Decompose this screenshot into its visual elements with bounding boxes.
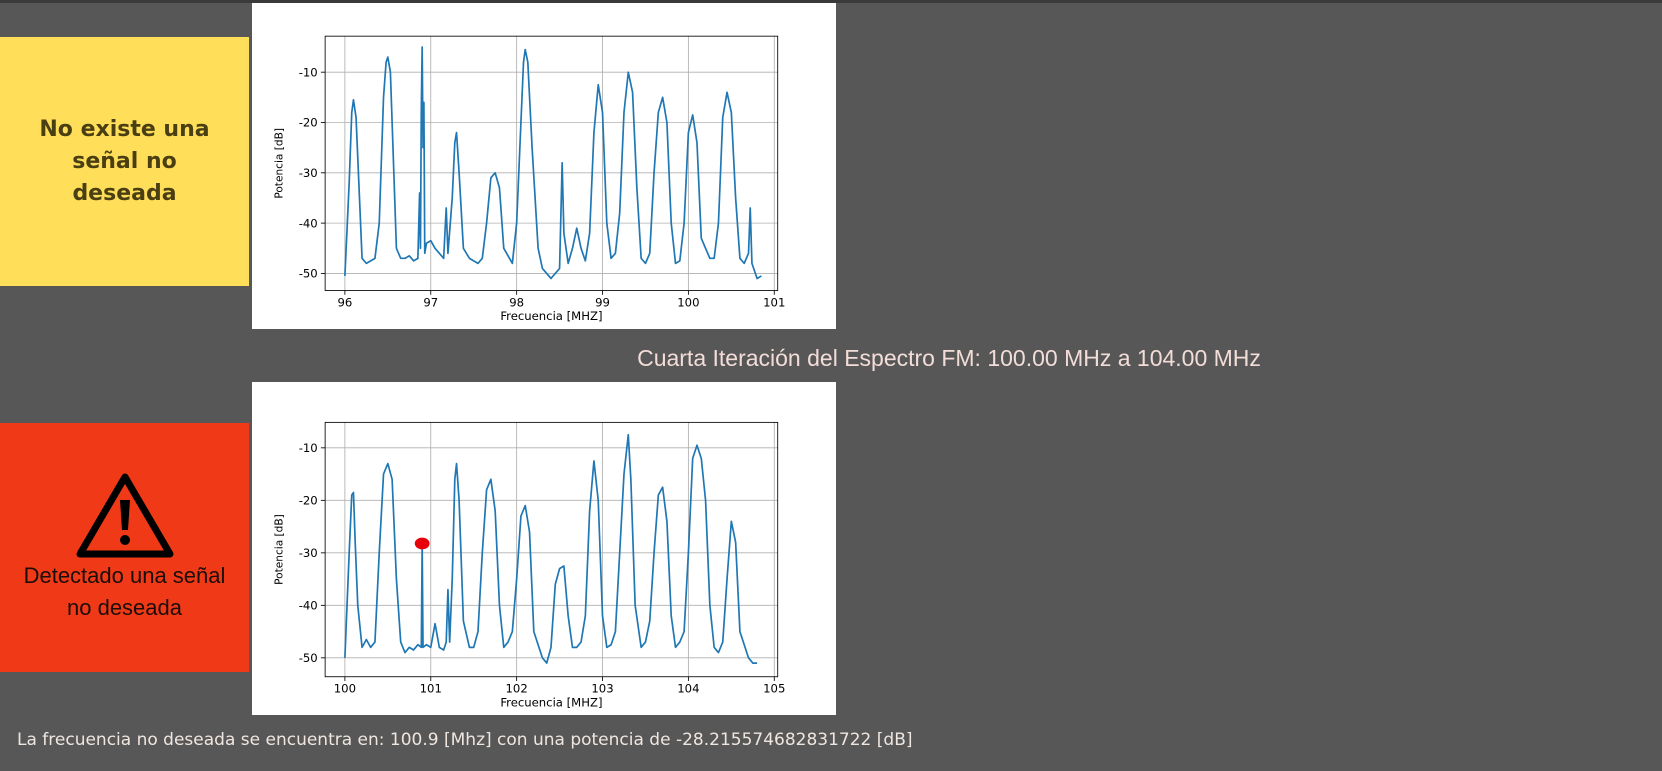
y-tick-label: -30 <box>299 166 318 180</box>
y-tick-label: -20 <box>299 116 318 130</box>
x-tick-label: 96 <box>337 295 352 309</box>
y-tick-label: -10 <box>299 441 318 455</box>
x-tick-label: 105 <box>763 682 785 696</box>
x-tick-label: 100 <box>334 682 356 696</box>
y-tick-label: -30 <box>299 546 318 560</box>
x-tick-label: 98 <box>509 295 524 309</box>
top-border <box>0 0 1662 3</box>
spectrum-chart: 100 101 102 103 104 105 -10 -20 -30 -40 -50 Frecuen… <box>252 382 836 715</box>
status-text: No existe una señal no deseada <box>39 116 210 206</box>
y-axis-label: Potencia [dB] <box>274 514 286 585</box>
x-tick-label: 104 <box>677 682 699 696</box>
y-axis-label: Potencia [dB] <box>274 128 286 199</box>
status-alert: Detectado una señal no deseada <box>0 423 249 672</box>
unwanted-signal-marker <box>414 537 430 550</box>
y-tick-label: -50 <box>299 267 318 281</box>
y-tick-label: -50 <box>299 651 318 665</box>
spectrum-chart: 96 97 98 99 100 101 -10 -20 -30 -40 -50 Frecuencia … <box>252 3 836 329</box>
status-text: Detectado una señal no deseada <box>23 562 226 620</box>
x-tick-label: 101 <box>420 682 442 696</box>
spectrum-line <box>344 433 758 664</box>
x-tick-label: 103 <box>591 682 613 696</box>
x-tick-label: 99 <box>595 295 610 309</box>
y-tick-label: -20 <box>299 494 318 508</box>
x-tick-label: 97 <box>423 295 438 309</box>
axes-frame <box>324 421 779 678</box>
x-axis-label: Frecuencia [MHZ] <box>500 309 602 323</box>
status-ok: No existe una señal no deseada <box>0 37 249 286</box>
spectrum-line <box>344 46 762 280</box>
x-tick-label: 102 <box>506 682 528 696</box>
x-axis-label: Frecuencia [MHZ] <box>500 695 602 709</box>
x-tick-label: 101 <box>763 295 785 309</box>
axes-frame <box>324 35 779 291</box>
y-tick-label: -10 <box>299 65 318 79</box>
y-tick-label: -40 <box>299 599 318 613</box>
x-tick-label: 100 <box>677 295 699 309</box>
heading: Cuarta Iteración del Espectro FM: 100.00… <box>637 345 1261 371</box>
y-tick-label: -40 <box>299 216 318 230</box>
warning-icon <box>76 473 173 557</box>
footer-text: La frecuencia no deseada se encuentra en… <box>17 730 913 750</box>
